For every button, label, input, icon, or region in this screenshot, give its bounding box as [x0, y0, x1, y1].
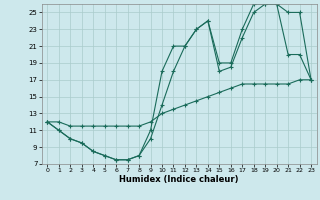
X-axis label: Humidex (Indice chaleur): Humidex (Indice chaleur)	[119, 175, 239, 184]
